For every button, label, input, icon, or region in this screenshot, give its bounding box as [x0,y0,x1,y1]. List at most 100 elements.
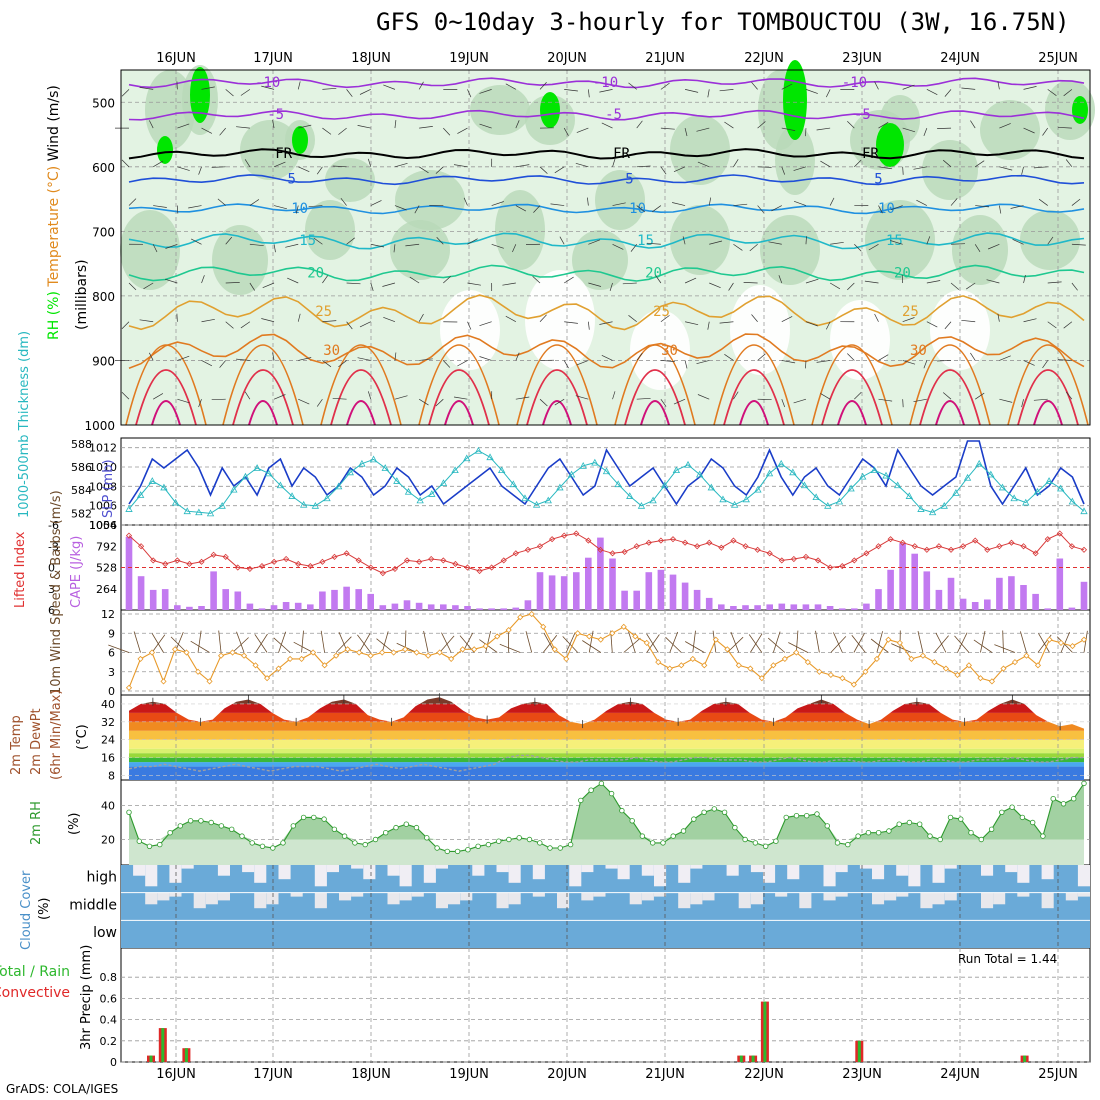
wind-barb-10m [255,633,268,653]
cape-bar [1044,608,1051,610]
li-marker [863,550,870,557]
precip-convective-bar [1023,1055,1027,1062]
cape-bar [911,553,918,610]
rh-marker [208,819,214,826]
cape-bar [693,589,701,610]
wind-barb [937,360,952,362]
wind-barb [346,237,356,245]
wind-speed-marker [942,665,949,672]
wind-barb-10m [891,643,912,653]
isotherm-label: 15 [637,233,654,249]
rh-marker [290,823,296,829]
cape-bar [488,608,495,610]
cloud-high-cell [617,865,630,880]
cloud-mid-cell [593,892,606,897]
temp-tick: 32 [101,716,115,729]
cape-bar [1080,581,1088,610]
wind-barb [298,398,310,405]
wind-barb [660,166,667,175]
wind-barb [491,201,504,206]
thickness-marker [556,483,564,491]
x-tick-top: 16JUN [156,51,196,66]
rh-marker [228,826,235,832]
wind-barb [563,360,569,369]
wind-barb-10m [381,631,389,653]
cape-bar [778,603,786,610]
wind-barb [121,392,130,400]
cloud-high-cell [859,865,872,869]
cape-tick: 528 [96,562,117,575]
wind-barb-10m [376,638,394,653]
rh-marker [547,845,553,851]
wind-barb [287,277,299,284]
wind-barb [394,162,408,168]
wind-barb-10m [423,630,429,653]
wind-barb [346,282,361,285]
rh-marker [311,814,317,821]
rh-marker [465,847,471,853]
cape-bar [186,606,193,610]
thickness-marker [416,496,424,504]
thickness-marker [451,466,459,474]
rh-marker [1081,780,1087,787]
li-marker [210,551,217,558]
wind-barb [1023,86,1037,90]
wind-barb [394,120,397,129]
wind-speed-marker [1046,636,1053,643]
thickness-marker [195,508,203,516]
wind-barb [443,360,451,368]
slp-tick: 1012 [89,442,117,455]
cloud-mid-cell [702,892,715,901]
wind-barb-10m [1002,630,1004,653]
rh-region [495,190,545,270]
rh-marker [999,809,1005,815]
wind-speed-marker [1011,659,1019,666]
isotherm-label: -10 [255,75,280,91]
cloud-mid-cell [944,892,957,901]
wind-barb-10m [293,641,314,653]
wind-barb [913,166,927,170]
cape-bar [137,576,145,610]
cape-bar [754,605,761,610]
wind-barb [152,244,158,253]
rh-marker [598,780,605,787]
cloud-mid-cell [799,892,812,909]
li-marker [682,539,689,546]
wind-barb [201,127,213,134]
isotherm-30-dome [222,344,304,426]
wind-barb [316,166,323,175]
wind-barb [244,391,251,400]
rh-marker [1070,796,1077,802]
wind-barb [829,282,841,290]
thickness-marker [1010,494,1018,502]
wind-barb [298,357,312,361]
thickness-marker [486,453,494,461]
wind-barb-10m [236,631,245,653]
cape-bar [222,589,229,610]
wind-barb [1023,275,1026,284]
wind-barb-10m [254,634,268,653]
wind-barb-10m [588,630,594,653]
rh-marker [886,828,892,834]
wind-barb [974,244,981,252]
rh-marker [341,833,348,839]
wind-barb [1033,398,1048,401]
isotherm--10 [128,77,1085,89]
cloud-row-label: low [93,925,117,941]
wind-barb [575,395,589,400]
wind-barb [515,205,527,212]
cape-bar [790,604,798,610]
wind-barb [950,282,960,290]
rh-marker [393,824,399,831]
li-marker [379,570,386,577]
wind-barb-10m [232,637,249,653]
wind-barb [414,205,420,214]
wind-barb-10m [628,631,636,653]
cloud-mid-cell [932,892,945,905]
isotherm-30 [128,333,1085,370]
cape-bar [379,605,387,610]
cloud-high-cell [181,865,194,869]
pressure-tick: 1000 [84,419,115,433]
wind-barb [874,81,879,90]
li-marker [319,558,326,565]
